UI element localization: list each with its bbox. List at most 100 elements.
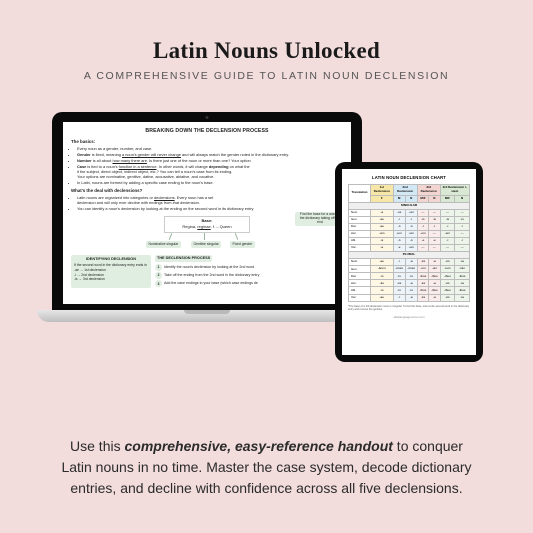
table-cell: -ibus [455, 273, 470, 280]
process-title: THE DECLENSION PROCESS [155, 255, 212, 262]
table-cell: -um [417, 266, 428, 273]
table-row: Dat.-īs-īs-īs-ibus-ibus-ibus-ibus [349, 273, 470, 280]
table-cell: -a [429, 259, 440, 266]
table-row: Nom.-a-us-um———— [349, 209, 470, 216]
table-cell: Nom. [349, 259, 371, 266]
table-cell: -ārum [371, 266, 394, 273]
doc-bullet: In Latin, nouns are formed by adding a s… [77, 180, 343, 185]
identify-box: IDENTIFYING DECLENSION If the second wor… [71, 255, 151, 288]
table-cell: -a [429, 280, 440, 287]
table-cell: -ia [455, 280, 470, 287]
table-cell: — [455, 245, 470, 252]
table-cell: -ēs [440, 280, 455, 287]
table-cell: -ās [371, 280, 394, 287]
laptop-frame: BREAKING DOWN THE DECLENSION PROCESS The… [52, 112, 362, 310]
col-sub: N [405, 195, 417, 202]
table-cell: -um [393, 230, 405, 237]
table-cell: -ēs [417, 294, 428, 301]
table-cell: -ibus [429, 273, 440, 280]
table-cell: -ēs [440, 259, 455, 266]
table-cell: -ium [455, 266, 470, 273]
col-sub: F [371, 195, 394, 202]
col-sub: M/F [417, 195, 428, 202]
table-cell: Voc. [349, 245, 371, 252]
table-cell: -a [405, 259, 417, 266]
table-row: Voc.-ae-ī-a-ēs-a-ēs-ia [349, 294, 470, 301]
table-cell: -īs [393, 287, 405, 294]
arrow-label: Nominative singular [146, 241, 181, 248]
table-cell: -īs [393, 273, 405, 280]
table-cell: -ōs [393, 280, 405, 287]
process-step: 1Identify the noun's declension by looki… [155, 264, 343, 271]
table-cell: -ōrum [405, 266, 417, 273]
doc-bullets2: Latin nouns are organized into categorie… [71, 195, 343, 211]
table-row: Gen.-ārum-ōrum-ōrum-um-um-ium-ium [349, 266, 470, 273]
doc-heading: BREAKING DOWN THE DECLENSION PROCESS [71, 128, 343, 135]
table-cell: Gen. [349, 266, 371, 273]
table-cell: -ibus [429, 287, 440, 294]
doc-section2: What's the deal with declensions? [71, 188, 343, 194]
table-cell: -am [371, 230, 394, 237]
table-cell: -ōrum [393, 266, 405, 273]
doc-section1: The basics: [71, 139, 343, 145]
table-cell: -a [371, 209, 394, 216]
laptop-mockup: BREAKING DOWN THE DECLENSION PROCESS The… [52, 112, 362, 322]
step-text: Add the case endings to your base (which… [164, 281, 258, 286]
table-cell: -ō [405, 237, 417, 244]
table-cell: — [429, 245, 440, 252]
marketing-copy: Use this comprehensive, easy-reference h… [0, 436, 533, 499]
table-cell: -ibus [455, 287, 470, 294]
doc-bullet: Every noun as a gender, number, and case… [77, 146, 343, 151]
base-label: Base: [165, 218, 249, 223]
laptop-camera-icon [206, 116, 209, 119]
tablet-screen: LATIN NOUN DECLENSION CHART Translation … [342, 169, 476, 355]
laptop-notch [184, 310, 230, 314]
table-cell: -is [440, 216, 455, 223]
table-cell: -us [393, 209, 405, 216]
base-box: Base: Regina, reginae, f. – Queen [164, 216, 250, 234]
table-cell: -ibus [417, 287, 428, 294]
table-cell: -ia [455, 294, 470, 301]
table-cell: -um [429, 266, 440, 273]
col-head: 2nd Declension [393, 185, 417, 196]
table-cell: -ī [455, 223, 470, 230]
table-cell: -ī [405, 216, 417, 223]
table-cell: Abl. [349, 287, 371, 294]
section-row: PLURAL [349, 252, 470, 259]
table-cell: -ō [393, 237, 405, 244]
table-cell: -ī [455, 237, 470, 244]
table-cell: -a [429, 294, 440, 301]
table-cell: -ae [371, 259, 394, 266]
table-cell: -ae [371, 216, 394, 223]
table-cell: Dat. [349, 223, 371, 230]
table-cell: Abl. [349, 237, 371, 244]
table-cell: -ēs [440, 294, 455, 301]
table-cell: — [429, 209, 440, 216]
identify-row: -is → 3rd declension [74, 277, 148, 282]
col-head: 3rd Declension i-stem [440, 185, 469, 196]
table-row: Dat.-ae-ō-ō-ī-ī-ī-ī [349, 223, 470, 230]
section-row: SINGULAR [349, 202, 470, 209]
table-cell: -a [371, 245, 394, 252]
table-cell: — [455, 230, 470, 237]
table-cell: -īs [405, 273, 417, 280]
doc-bullet: Gender is fixed, meaning a noun's gender… [77, 152, 343, 157]
doc-bullets1: Every noun as a gender, number, and case… [71, 146, 343, 185]
table-row: Abl.-īs-īs-īs-ibus-ibus-ibus-ibus [349, 287, 470, 294]
table-cell: -um [405, 209, 417, 216]
chart-title: LATIN NOUN DECLENSION CHART [348, 175, 470, 180]
table-cell: -um [405, 245, 417, 252]
table-cell: — [417, 245, 428, 252]
col-head: 3rd Declension [417, 185, 440, 196]
bottom-row: IDENTIFYING DECLENSION If the second wor… [71, 255, 343, 288]
table-cell: Gen. [349, 216, 371, 223]
step-num-icon: 3 [155, 280, 162, 287]
title-block: Latin Nouns Unlocked A COMPREHENSIVE GUI… [0, 0, 533, 82]
laptop-base [37, 310, 377, 322]
identify-title: IDENTIFYING DECLENSION [74, 257, 148, 262]
table-cell: — [455, 209, 470, 216]
base-entry: Regina, reginae, f. – Queen [165, 224, 249, 229]
section-label: PLURAL [349, 252, 470, 259]
page-subtitle: A COMPREHENSIVE GUIDE TO LATIN NOUN DECL… [0, 70, 533, 82]
table-cell: Dat. [349, 273, 371, 280]
